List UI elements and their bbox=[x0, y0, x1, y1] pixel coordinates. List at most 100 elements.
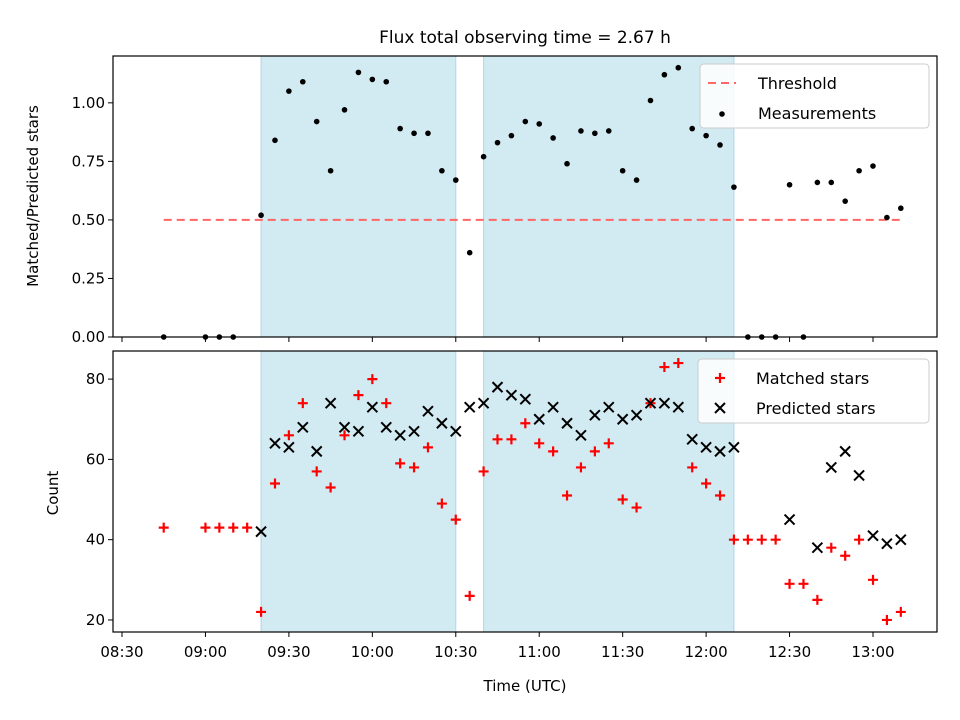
matched-star-point bbox=[548, 446, 559, 457]
matched-star-point bbox=[715, 490, 726, 501]
predicted-star-point bbox=[310, 445, 323, 458]
measurement-point bbox=[578, 128, 584, 134]
matched-star-point bbox=[534, 438, 545, 449]
measurement-point bbox=[856, 167, 862, 174]
predicted-star-point bbox=[380, 421, 392, 433]
predicted-star-point bbox=[519, 393, 532, 405]
matched-star-point bbox=[826, 542, 837, 553]
predicted-star-point bbox=[881, 537, 893, 550]
measurement-point bbox=[605, 128, 612, 134]
measurement-point bbox=[313, 118, 320, 125]
x-tick-label: 10:30 bbox=[434, 643, 477, 661]
matched-star-point bbox=[297, 398, 308, 409]
predicted-star-point bbox=[714, 445, 726, 458]
matched-star-point bbox=[256, 606, 267, 617]
matched-star-point bbox=[659, 362, 670, 373]
matched-star-point bbox=[770, 534, 781, 545]
predicted-star-point bbox=[269, 437, 281, 450]
matched-star-point bbox=[492, 434, 503, 445]
matched-star-point bbox=[812, 594, 823, 605]
y-tick-label: 1.00 bbox=[72, 94, 105, 112]
y-tick-label: 60 bbox=[86, 450, 105, 468]
predicted-star-point bbox=[547, 401, 559, 413]
legend: Threshold Measurements bbox=[699, 63, 930, 129]
matched-star-point bbox=[506, 434, 517, 445]
measurement-point bbox=[536, 121, 543, 127]
measurement-point bbox=[633, 177, 640, 183]
predicted-star-point bbox=[491, 381, 504, 393]
matched-star-point bbox=[854, 534, 865, 545]
measurement-point bbox=[731, 184, 737, 190]
measurement-point bbox=[786, 181, 793, 188]
predicted-star-point bbox=[408, 425, 420, 437]
matched-star-point bbox=[868, 574, 878, 585]
matched-star-point bbox=[395, 458, 406, 469]
measurement-point bbox=[494, 139, 501, 146]
predicted-star-point bbox=[895, 533, 907, 546]
measurement-point bbox=[299, 78, 306, 85]
predicted-star-point bbox=[867, 529, 879, 542]
legend: Matched stars Predicted stars bbox=[697, 358, 930, 424]
predicted-star-point bbox=[394, 429, 406, 442]
measurement-point bbox=[703, 132, 709, 139]
matched-star-point bbox=[784, 578, 795, 589]
measurement-point bbox=[341, 107, 348, 113]
measurement-point bbox=[870, 163, 876, 169]
measurement-point bbox=[522, 118, 529, 125]
axes-frame bbox=[112, 350, 938, 633]
y-tick-label: 40 bbox=[86, 531, 105, 549]
chart-title: Flux total observing time = 2.67 h bbox=[379, 28, 671, 48]
measurement-point bbox=[508, 132, 515, 139]
legend-box bbox=[699, 63, 930, 129]
measurement-point bbox=[425, 130, 431, 137]
measurement-point bbox=[383, 78, 390, 85]
measurement-point bbox=[550, 135, 556, 141]
predicted-star-point bbox=[450, 425, 462, 437]
series-predicted-stars bbox=[255, 381, 907, 554]
bottom-y-axis-label: Count bbox=[44, 471, 62, 516]
measurement-point bbox=[397, 125, 403, 132]
x-tick-label: 09:30 bbox=[267, 643, 310, 661]
matched-star-point bbox=[895, 606, 906, 617]
x-tick-label: 12:00 bbox=[684, 643, 727, 661]
predicted-star-point bbox=[533, 413, 545, 425]
matched-star-point bbox=[367, 374, 378, 385]
predicted-star-point bbox=[422, 405, 434, 417]
measurement-point bbox=[828, 179, 835, 186]
matched-star-point bbox=[158, 522, 169, 533]
x-tick-label: 11:00 bbox=[518, 643, 561, 661]
measurement-point bbox=[258, 212, 264, 219]
legend-label: Threshold bbox=[757, 74, 837, 93]
measurement-point bbox=[439, 167, 445, 174]
matched-star-point bbox=[200, 522, 211, 533]
matched-star-point bbox=[478, 466, 489, 477]
predicted-star-point bbox=[658, 397, 671, 409]
y-tick-label: 0.25 bbox=[72, 269, 105, 287]
predicted-star-point bbox=[589, 409, 601, 421]
measurement-point bbox=[452, 177, 459, 183]
measurement-point bbox=[884, 214, 890, 221]
series-matched-stars bbox=[158, 358, 906, 625]
predicted-star-point bbox=[728, 441, 740, 454]
matched-star-point bbox=[311, 466, 322, 477]
measurement-point bbox=[647, 97, 654, 104]
matched-star-point bbox=[242, 522, 253, 533]
matched-star-point bbox=[603, 438, 614, 449]
measurement-point bbox=[286, 88, 292, 94]
predicted-star-point bbox=[644, 397, 657, 409]
matched-star-point bbox=[798, 578, 809, 589]
predicted-star-point bbox=[825, 461, 837, 474]
predicted-star-point bbox=[366, 401, 379, 413]
measurement-point bbox=[355, 69, 362, 76]
x-tick-label: 08:30 bbox=[100, 643, 143, 661]
legend-label: Matched stars bbox=[756, 369, 869, 388]
measurement-point bbox=[689, 125, 696, 132]
predicted-star-point bbox=[297, 421, 309, 433]
matched-star-point bbox=[881, 614, 892, 625]
legend-label: Predicted stars bbox=[756, 399, 876, 418]
matched-star-point bbox=[381, 398, 392, 409]
y-tick-label: 20 bbox=[86, 611, 105, 629]
measurement-point bbox=[466, 249, 473, 256]
predicted-star-point bbox=[839, 445, 851, 458]
